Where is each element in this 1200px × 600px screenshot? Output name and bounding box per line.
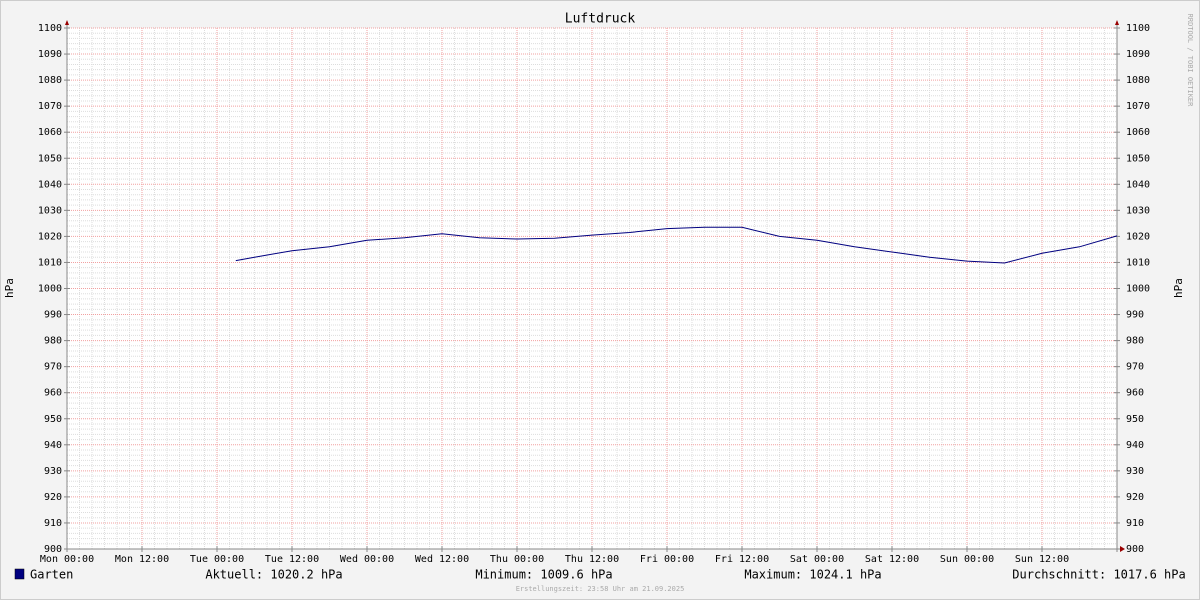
y-tick-label: 1070 bbox=[38, 101, 62, 112]
y2-tick-label: 1090 bbox=[1126, 49, 1150, 60]
stat-label: Minimum: 1009.6 hPa bbox=[475, 568, 612, 582]
line-series bbox=[235, 226, 1118, 264]
y2-tick-label: 960 bbox=[1126, 388, 1144, 399]
y2-tick-label: 1030 bbox=[1126, 205, 1150, 216]
y-tick-label: 1050 bbox=[38, 153, 62, 164]
axis-arrow bbox=[1115, 20, 1119, 25]
y2-tick-label: 1040 bbox=[1126, 179, 1150, 190]
y2-axis-label: hPa bbox=[1172, 278, 1185, 298]
y-tick-label: 1030 bbox=[38, 205, 62, 216]
x-tick-label: Sat 00:00 bbox=[790, 554, 844, 565]
y-tick-label: 1020 bbox=[38, 231, 62, 242]
axis-arrow bbox=[65, 20, 69, 25]
y-tick-label: 1040 bbox=[38, 179, 62, 190]
y2-tick-label: 950 bbox=[1126, 414, 1144, 425]
footer: Erstellungszeit: 23:58 Uhr am 21.09.2025 bbox=[516, 585, 685, 593]
y2-tick-label: 1080 bbox=[1126, 75, 1150, 86]
y2-tick-label: 900 bbox=[1126, 544, 1144, 555]
x-tick-label: Tue 12:00 bbox=[265, 554, 319, 565]
y2-tick-label: 910 bbox=[1126, 518, 1144, 529]
y-tick-label: 1060 bbox=[38, 127, 62, 138]
y2-tick-label: 940 bbox=[1126, 440, 1144, 451]
chart-title: Luftdruck bbox=[565, 12, 636, 27]
y2-tick-label: 1050 bbox=[1126, 153, 1150, 164]
x-tick-label: Fri 12:00 bbox=[715, 554, 769, 565]
x-tick-label: Sun 12:00 bbox=[1015, 554, 1069, 565]
y-axis-label: hPa bbox=[3, 278, 16, 298]
y2-tick-label: 1020 bbox=[1126, 231, 1150, 242]
stat-label: Durchschnitt: 1017.6 hPa bbox=[1012, 568, 1185, 582]
y2-tick-label: 920 bbox=[1126, 492, 1144, 503]
stat-label: Maximum: 1024.1 hPa bbox=[744, 568, 881, 582]
x-tick-label: Thu 00:00 bbox=[490, 554, 544, 565]
y-tick-label: 960 bbox=[44, 388, 62, 399]
y2-tick-label: 990 bbox=[1126, 310, 1144, 321]
stat-label: Aktuell: 1020.2 hPa bbox=[205, 568, 342, 582]
y2-tick-label: 930 bbox=[1126, 466, 1144, 477]
x-tick-label: Mon 00:00 bbox=[40, 554, 94, 565]
y-tick-label: 1100 bbox=[38, 23, 62, 34]
y2-tick-label: 970 bbox=[1126, 362, 1144, 373]
y-tick-label: 1010 bbox=[38, 257, 62, 268]
y2-tick-label: 1010 bbox=[1126, 257, 1150, 268]
y-tick-label: 990 bbox=[44, 310, 62, 321]
y2-tick-label: 1060 bbox=[1126, 127, 1150, 138]
y-tick-label: 1080 bbox=[38, 75, 62, 86]
legend-label: Garten bbox=[30, 568, 73, 582]
y-tick-label: 940 bbox=[44, 440, 62, 451]
y2-tick-label: 1070 bbox=[1126, 101, 1150, 112]
y-tick-label: 970 bbox=[44, 362, 62, 373]
y-tick-label: 920 bbox=[44, 492, 62, 503]
legend-swatch bbox=[14, 568, 25, 580]
watermark: RRDTOOL / TOBI OETIKER bbox=[1186, 14, 1194, 108]
y2-tick-label: 1100 bbox=[1126, 23, 1150, 34]
axis-arrow bbox=[1120, 546, 1125, 552]
x-tick-label: Fri 00:00 bbox=[640, 554, 694, 565]
x-tick-label: Wed 00:00 bbox=[340, 554, 394, 565]
y-tick-label: 1090 bbox=[38, 49, 62, 60]
y-tick-label: 980 bbox=[44, 336, 62, 347]
x-tick-label: Mon 12:00 bbox=[115, 554, 169, 565]
x-tick-label: Sun 00:00 bbox=[940, 554, 994, 565]
x-tick-label: Tue 00:00 bbox=[190, 554, 244, 565]
x-tick-label: Thu 12:00 bbox=[565, 554, 619, 565]
y2-tick-label: 1000 bbox=[1126, 284, 1150, 295]
x-tick-label: Wed 12:00 bbox=[415, 554, 469, 565]
y-tick-label: 900 bbox=[44, 544, 62, 555]
y-tick-label: 930 bbox=[44, 466, 62, 477]
y2-tick-label: 980 bbox=[1126, 336, 1144, 347]
y-tick-label: 1000 bbox=[38, 284, 62, 295]
x-tick-label: Sat 12:00 bbox=[865, 554, 919, 565]
y-tick-label: 950 bbox=[44, 414, 62, 425]
y-tick-label: 910 bbox=[44, 518, 62, 529]
